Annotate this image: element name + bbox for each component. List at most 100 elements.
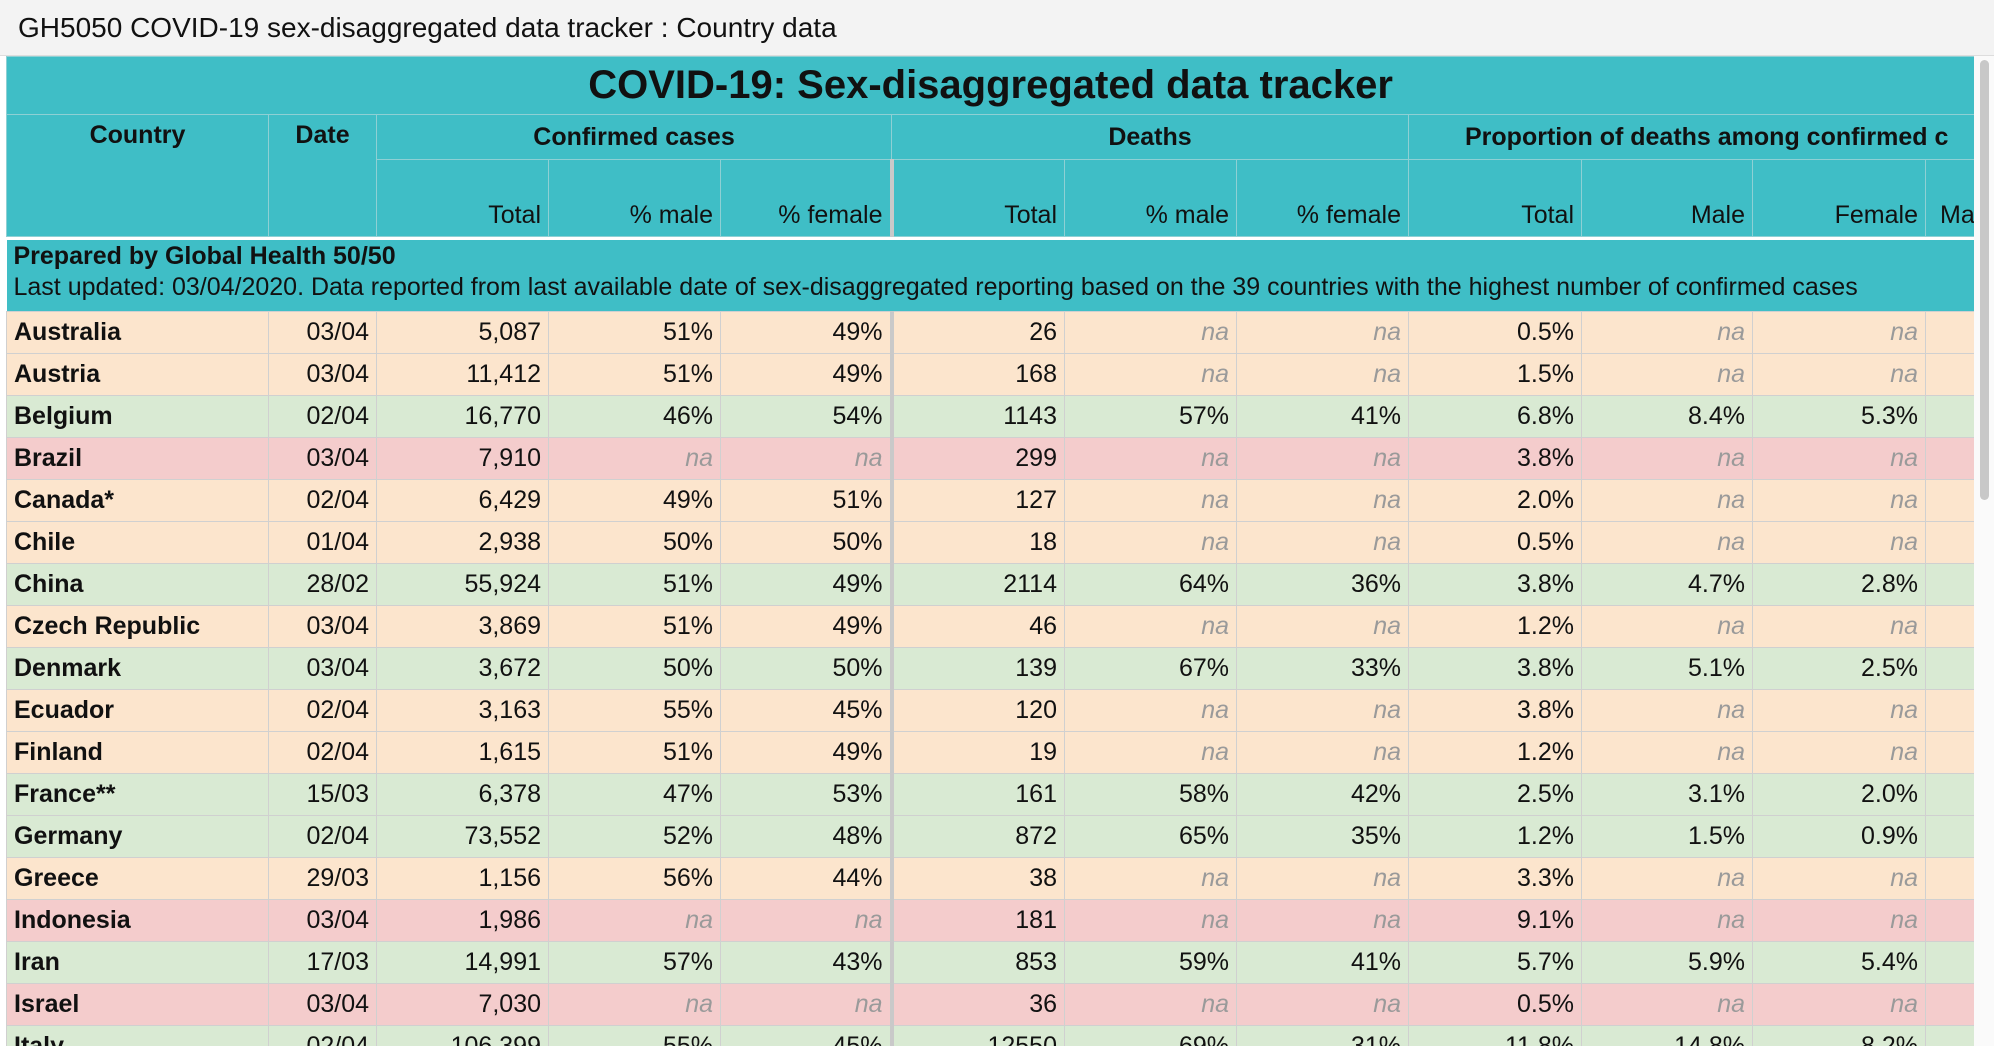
table-cell: 57% (1064, 395, 1237, 438)
table-cell: 161 (889, 773, 1065, 816)
sub-header: Male (1581, 159, 1753, 237)
country-cell: France** (6, 773, 269, 816)
table-cell: na (1064, 605, 1237, 648)
table-cell: 6,429 (376, 479, 549, 522)
table-cell: 44% (720, 857, 892, 900)
table-cell: na (720, 983, 892, 1026)
table-cell (1924, 983, 1974, 1026)
table-cell: na (1236, 899, 1409, 942)
table-cell: 11.8% (1408, 1025, 1582, 1046)
table-cell: na (1064, 899, 1237, 942)
table-cell: 120 (889, 689, 1065, 732)
table-cell: na (1236, 857, 1409, 900)
table-cell: 168 (889, 353, 1065, 396)
table-cell (1924, 773, 1974, 816)
table-cell: 51% (548, 605, 721, 648)
table-cell: 3.8% (1408, 647, 1582, 690)
table-cell: 17/03 (268, 941, 377, 984)
table-cell: na (1236, 479, 1409, 522)
table-cell (1924, 521, 1974, 564)
country-cell: Canada* (6, 479, 269, 522)
table-cell: 2.0% (1752, 773, 1926, 816)
table-cell: na (1752, 437, 1926, 480)
table-cell: na (548, 437, 721, 480)
table-cell: na (1236, 983, 1409, 1026)
table-cell: 02/04 (268, 479, 377, 522)
table-cell: na (1581, 605, 1753, 648)
table-cell: 02/04 (268, 815, 377, 858)
last-updated: Last updated: 03/04/2020. Data reported … (6, 272, 1974, 312)
table-cell: na (1064, 689, 1237, 732)
table-cell (1924, 815, 1974, 858)
table-cell: 106,399 (376, 1025, 549, 1046)
table-cell: 02/04 (268, 395, 377, 438)
sub-header: Total (1408, 159, 1582, 237)
table-cell: na (1064, 983, 1237, 1026)
table-cell: 51% (548, 563, 721, 606)
table-row: Iran 17/03 14,991 57% 43% 853 59% 41% 5.7% 5.9% 5.… (6, 941, 1974, 984)
country-cell: Czech Republic (6, 605, 269, 648)
sub-header: Total (889, 159, 1065, 237)
country-cell: Germany (6, 815, 269, 858)
table-cell: na (1236, 731, 1409, 774)
country-cell: Ecuador (6, 689, 269, 732)
table-row: Israel 03/04 7,030 na na 36 na na 0.5% na na (6, 983, 1974, 1026)
table-cell: 48% (720, 815, 892, 858)
table-cell (1924, 353, 1974, 396)
table-cell: 49% (720, 731, 892, 774)
country-cell: Iran (6, 941, 269, 984)
scrollbar[interactable] (1974, 56, 1994, 1046)
table-cell: na (1752, 857, 1926, 900)
table-cell: 64% (1064, 563, 1237, 606)
table-cell: 9.1% (1408, 899, 1582, 942)
table-cell: 14.8% (1581, 1025, 1753, 1046)
country-cell: Belgium (6, 395, 269, 438)
table-cell: 1.2% (1408, 605, 1582, 648)
table-cell (1924, 395, 1974, 438)
country-cell: Italy (6, 1025, 269, 1046)
sub-header: % male (548, 159, 721, 237)
table-cell: 0.9% (1752, 815, 1926, 858)
table-cell: 49% (720, 311, 892, 354)
country-cell: Finland (6, 731, 269, 774)
table-cell: 03/04 (268, 311, 377, 354)
group-header: Date (268, 114, 377, 237)
table-cell: 1143 (889, 395, 1065, 438)
table-cell: na (1581, 521, 1753, 564)
table-cell: 2,938 (376, 521, 549, 564)
table-cell: 67% (1064, 647, 1237, 690)
table-cell: 73,552 (376, 815, 549, 858)
table-cell: 50% (548, 647, 721, 690)
table-cell: 11,412 (376, 353, 549, 396)
table-cell: na (1581, 437, 1753, 480)
sub-header: % female (720, 159, 892, 237)
table-cell: na (1236, 311, 1409, 354)
window-title: GH5050 COVID-19 sex-disaggregated data t… (0, 0, 1994, 56)
table-cell: 41% (1236, 395, 1409, 438)
table-cell: 51% (548, 353, 721, 396)
table-cell: 03/04 (268, 983, 377, 1026)
table-row: Finland 02/04 1,615 51% 49% 19 na na 1.2% na na (6, 731, 1974, 774)
table-cell: 5,087 (376, 311, 549, 354)
table-cell: 38 (889, 857, 1065, 900)
table-cell: na (1752, 605, 1926, 648)
table-cell: 53% (720, 773, 892, 816)
table-cell (1924, 731, 1974, 774)
table-cell: 51% (548, 731, 721, 774)
table-cell: 1.2% (1408, 815, 1582, 858)
table-cell: na (1752, 521, 1926, 564)
table-cell: 16,770 (376, 395, 549, 438)
table-cell: 36 (889, 983, 1065, 1026)
table-cell: 5.9% (1581, 941, 1753, 984)
table-cell: 3,869 (376, 605, 549, 648)
group-header: Country (6, 114, 269, 237)
table-cell: na (1581, 899, 1753, 942)
sub-header: Total (376, 159, 549, 237)
table-row: Italy 02/04 106,399 55% 45% 12550 69% 31% 11.8% 1… (6, 1025, 1974, 1046)
table-cell: 50% (548, 521, 721, 564)
table-cell: 3.8% (1408, 689, 1582, 732)
table-cell: na (1236, 605, 1409, 648)
table-cell: 6,378 (376, 773, 549, 816)
scrollbar-thumb[interactable] (1980, 60, 1989, 500)
